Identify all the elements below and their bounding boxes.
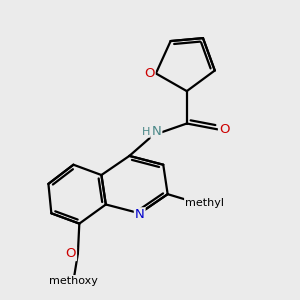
Text: O: O: [65, 247, 76, 260]
Text: methoxy: methoxy: [49, 276, 98, 286]
Text: methyl: methyl: [185, 198, 224, 208]
Text: methoxy: methoxy: [49, 276, 98, 286]
Text: H: H: [141, 127, 150, 137]
Text: O: O: [219, 123, 230, 136]
Text: N: N: [135, 208, 145, 221]
Text: N: N: [152, 125, 161, 138]
Text: O: O: [144, 67, 155, 80]
